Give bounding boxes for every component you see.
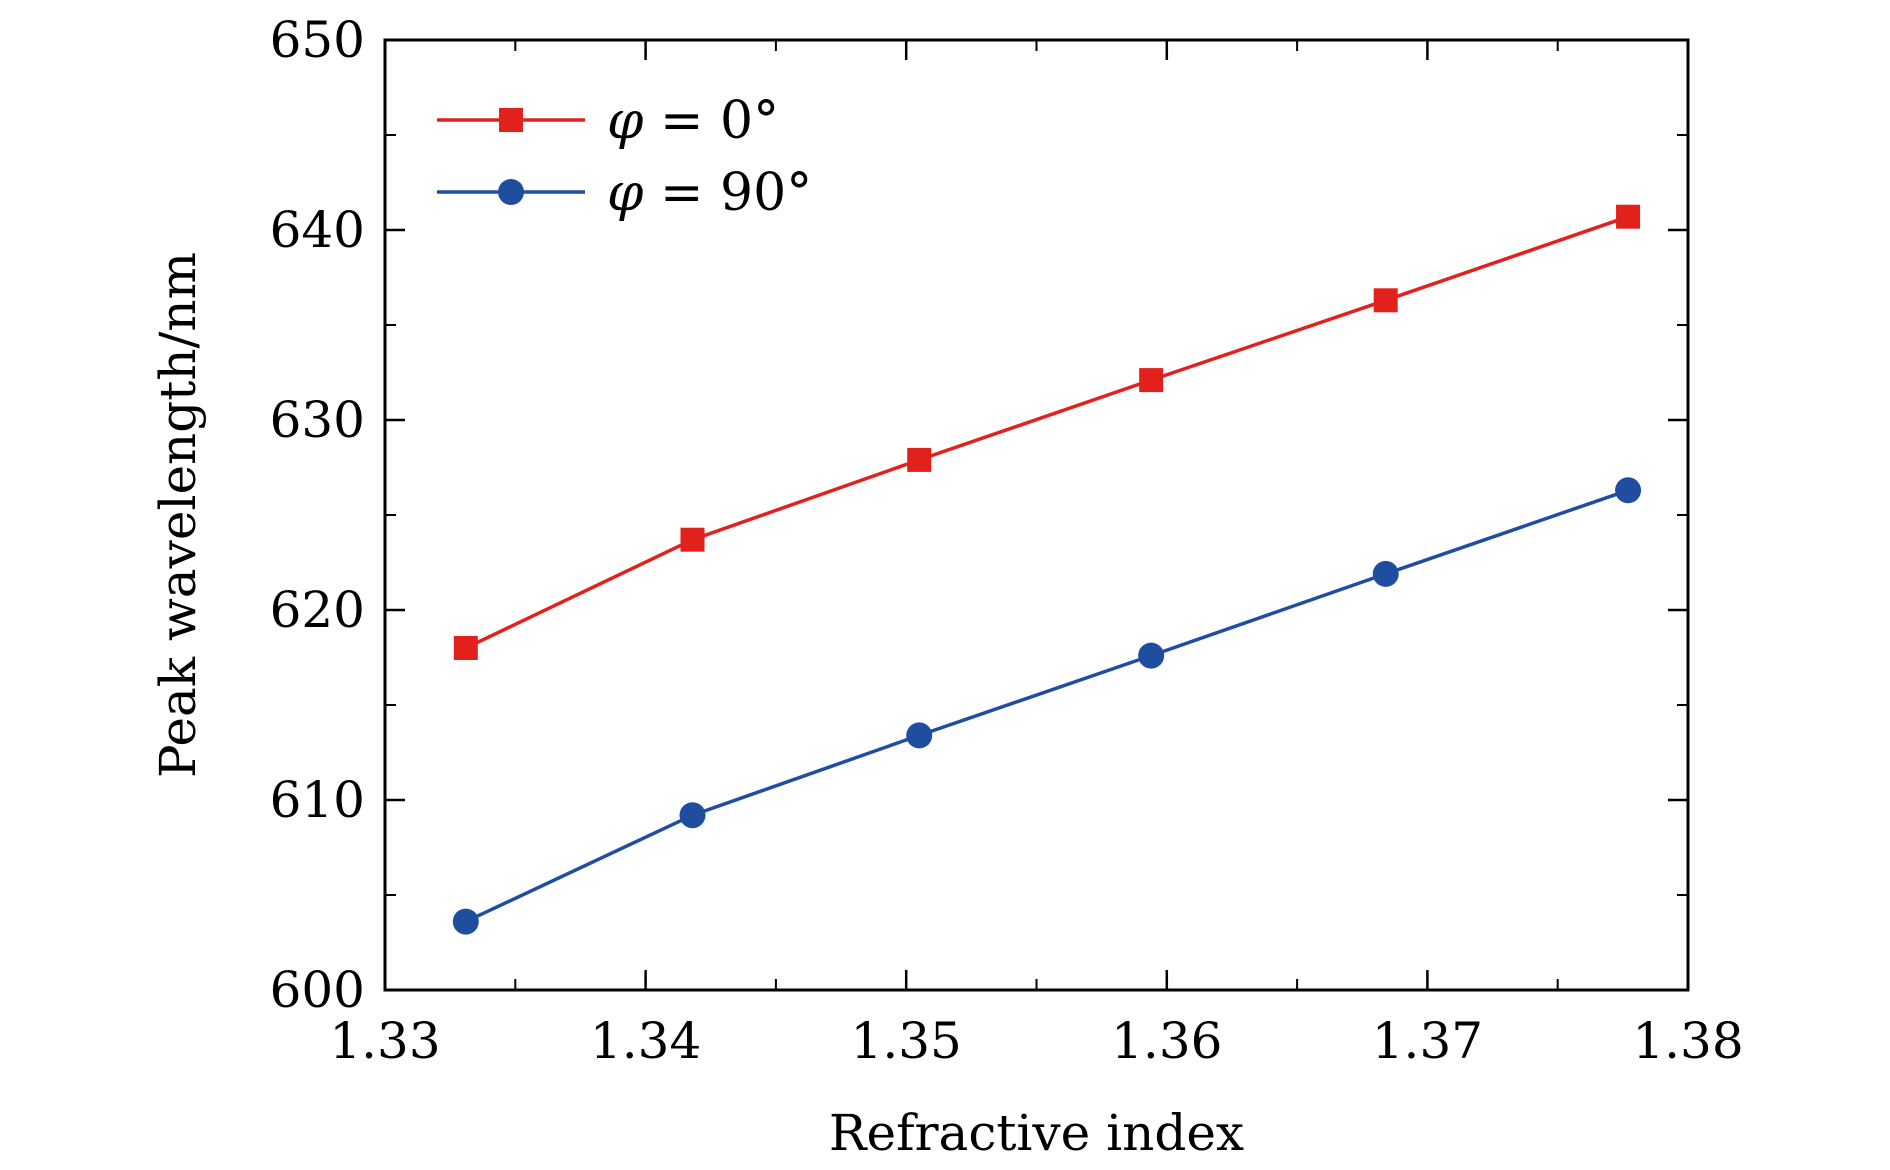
y-tick-label: 600 [270,961,365,1019]
legend-item: φ = 90° [437,163,812,223]
legend: φ = 0°φ = 90° [437,91,812,223]
x-tick-label: 1.33 [329,1012,440,1070]
x-tick-label: 1.38 [1632,1012,1743,1070]
series-phi-90 [452,477,1642,935]
legend-item: φ = 0° [437,91,779,151]
y-tick-label: 620 [270,581,365,639]
series-line [465,488,1629,924]
x-tick-label: 1.35 [851,1012,962,1070]
y-tick-label: 650 [270,11,365,69]
data-point-circle [679,802,706,829]
data-point-square [453,636,478,660]
data-point-circle [1138,642,1165,669]
legend-marker-circle [498,179,524,205]
legend-label-text: = 0° [643,91,779,151]
series-phi-0 [453,204,1641,660]
legend-label: φ = 0° [607,91,779,151]
plot-area [452,204,1642,935]
y-tick-label: 610 [270,771,365,829]
x-tick-label: 1.37 [1372,1012,1483,1070]
x-tick-label: 1.36 [1111,1012,1222,1070]
data-point-circle [452,908,479,935]
data-point-circle [1615,477,1642,504]
data-point-square [907,447,932,472]
data-point-circle [906,722,933,749]
legend-label-text: = 90° [643,163,812,223]
data-point-square [680,527,705,552]
axes: 1.33 1.34 1.35 1.36 1.37 1.38 600 610 620 630 640 6… [270,11,1744,1070]
data-point-circle [1372,560,1399,587]
legend-label-symbol: φ [607,163,644,223]
data-point-square [1139,368,1164,393]
y-axis-title: Peak wavelength/nm [149,252,207,778]
y-tick-label: 640 [270,201,365,259]
legend-marker-square [499,108,523,132]
legend-label: φ = 90° [607,163,812,223]
plot-frame [383,38,1690,992]
data-point-square [1373,288,1398,313]
legend-label-symbol: φ [607,91,644,151]
series-line [465,215,1629,650]
x-tick-label: 1.34 [590,1012,701,1070]
data-point-square [1616,204,1641,229]
y-tick-label: 630 [270,391,365,449]
x-axis-title: Refractive index [829,1104,1244,1162]
